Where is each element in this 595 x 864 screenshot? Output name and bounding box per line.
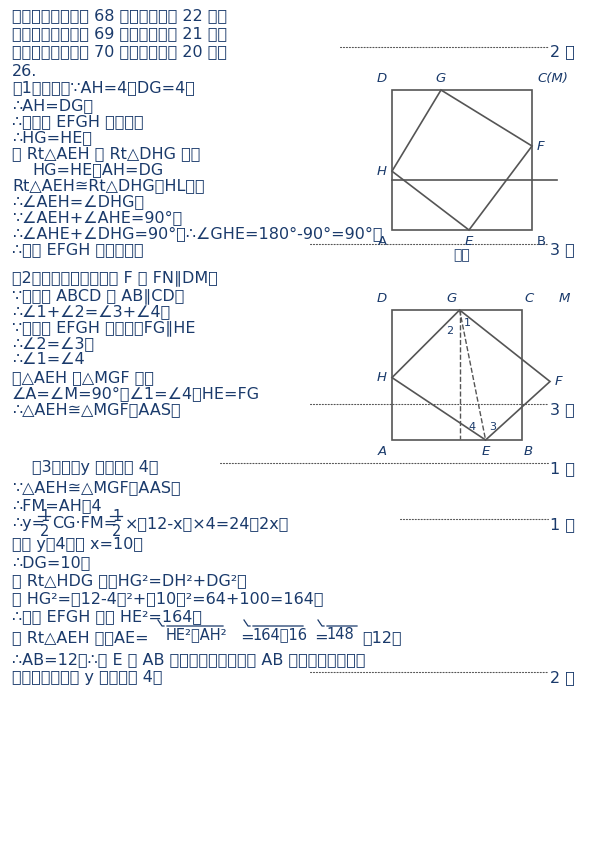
Text: ∴菱形 EFGH 是正方形。: ∴菱形 EFGH 是正方形。 [12,242,143,257]
Text: E: E [481,445,490,458]
Text: D: D [377,292,387,305]
Text: （1）证明：∵AH=4，DG=4，: （1）证明：∵AH=4，DG=4， [12,80,195,95]
Text: 2: 2 [40,524,49,539]
Text: ∠A=∠M=90°，∠1=∠4，HE=FG: ∠A=∠M=90°，∠1=∠4，HE=FG [12,386,260,401]
Text: 2: 2 [446,326,453,336]
Text: =: = [236,630,255,645]
Text: ∴∠1=∠4: ∴∠1=∠4 [12,352,84,367]
Text: M: M [559,292,571,305]
Text: ∴AB=12，∴点 E 在 AB 的延长线上，不在边 AB 上，不符合题意，: ∴AB=12，∴点 E 在 AB 的延长线上，不在边 AB 上，不符合题意， [12,652,365,667]
Text: ∴DG=10，: ∴DG=10， [12,555,90,570]
Text: G: G [436,72,446,85]
Text: 2 分: 2 分 [550,670,575,685]
Text: ∴y=: ∴y= [12,516,45,531]
Text: 方案一：购买篮球 68 个，购买足球 22 个；: 方案一：购买篮球 68 个，购买足球 22 个； [12,8,227,23]
Text: 图一: 图一 [453,248,471,262]
Text: Rt△AEH≅Rt△DHG（HL），: Rt△AEH≅Rt△DHG（HL）， [12,178,205,193]
Text: =: = [310,630,328,645]
Text: G: G [446,292,456,305]
Text: F: F [555,375,563,388]
Text: ∵四边形 EFGH 是菱形，FG∥HE: ∵四边形 EFGH 是菱形，FG∥HE [12,320,196,336]
Text: 164－16: 164－16 [252,627,307,642]
Text: B: B [524,445,533,458]
Text: ∴∠2=∠3，: ∴∠2=∠3， [12,336,94,351]
Text: ×（12-x）×4=24－2x，: ×（12-x）×4=24－2x， [125,516,289,531]
Text: 在△AEH 与△MGF 中，: 在△AEH 与△MGF 中， [12,370,154,385]
Text: ∴△AEH≅△MGF（AAS）: ∴△AEH≅△MGF（AAS） [12,402,181,417]
Text: ∴∠1+∠2=∠3+∠4，: ∴∠1+∠2=∠3+∠4， [12,304,170,319]
Text: 148: 148 [326,627,354,642]
Text: D: D [377,72,387,85]
Text: ∴四边形 EFGH 是菱形，: ∴四边形 EFGH 是菱形， [12,114,143,129]
Text: 假设不成立，即 y 不能等于 4。: 假设不成立，即 y 不能等于 4。 [12,670,162,685]
Text: F: F [537,139,544,153]
Text: H: H [377,372,387,384]
Text: 3: 3 [490,422,497,432]
Text: 在 Rt△HDG 中，HG²=DH²+DG²，: 在 Rt△HDG 中，HG²=DH²+DG²， [12,573,247,588]
Text: 4: 4 [468,422,475,432]
Text: CG·FM=: CG·FM= [52,516,117,531]
Text: 1: 1 [464,318,471,328]
Text: 2 分: 2 分 [550,44,575,59]
Text: 26.: 26. [12,64,37,79]
Text: ∵△AEH≅△MGF（AAS）: ∵△AEH≅△MGF（AAS） [12,480,181,495]
Text: ∵正方形 ABCD 中 AB∥CD，: ∵正方形 ABCD 中 AB∥CD， [12,288,184,304]
Text: 1: 1 [40,509,49,524]
Text: B: B [537,235,546,248]
Text: 1: 1 [112,509,121,524]
Text: 2: 2 [112,524,121,539]
Text: ∴AH=DG，: ∴AH=DG， [12,98,93,113]
Text: 在 Rt△AEH 中，AE=: 在 Rt△AEH 中，AE= [12,630,149,645]
Text: ∴∠AEH=∠DHG，: ∴∠AEH=∠DHG， [12,194,144,209]
Text: （3）解：y 不能等于 4。: （3）解：y 不能等于 4。 [32,460,158,475]
Text: ∴HG=HE，: ∴HG=HE， [12,130,92,145]
Text: A: A [378,235,387,248]
Text: 1 分: 1 分 [550,517,575,532]
Text: 即 HG²=（12-4）²+（10）²=64+100=164，: 即 HG²=（12-4）²+（10）²=64+100=164， [12,591,324,606]
Text: C: C [524,292,533,305]
Text: HG=HE，AH=DG: HG=HE，AH=DG [32,162,163,177]
Text: 方案二：购买篮球 69 个，购买足球 21 个；: 方案二：购买篮球 69 个，购买足球 21 个； [12,26,227,41]
Text: 在 Rt△AEH 与 Rt△DHG 中，: 在 Rt△AEH 与 Rt△DHG 中， [12,146,201,161]
Text: ∴∠AHE+∠DHG=90°，∴∠GHE=180°-90°=90°，: ∴∠AHE+∠DHG=90°，∴∠GHE=180°-90°=90°， [12,226,383,241]
Text: 方案三：购买篮球 70 个，购买足球 20 个。: 方案三：购买篮球 70 个，购买足球 20 个。 [12,44,227,59]
Text: 3 分: 3 分 [550,402,575,417]
Text: ∴菱形 EFGH 的边 HE²=164，: ∴菱形 EFGH 的边 HE²=164， [12,609,202,624]
Text: 假设 y＝4，则 x=10，: 假设 y＝4，则 x=10， [12,537,143,552]
Text: H: H [377,165,387,178]
Text: E: E [465,235,473,248]
Text: ＞12，: ＞12， [362,630,402,645]
Text: A: A [378,445,387,458]
Text: （2）证明：如图，过点 F 作 FN∥DM，: （2）证明：如图，过点 F 作 FN∥DM， [12,270,218,286]
Text: 3 分: 3 分 [550,242,575,257]
Text: ∵∠AEH+∠AHE=90°，: ∵∠AEH+∠AHE=90°， [12,210,182,225]
Text: C(M): C(M) [537,72,568,85]
Text: HE²－AH²: HE²－AH² [166,627,228,642]
Text: 1 分: 1 分 [550,461,575,476]
Text: ∴FM=AH＝4: ∴FM=AH＝4 [12,498,102,513]
